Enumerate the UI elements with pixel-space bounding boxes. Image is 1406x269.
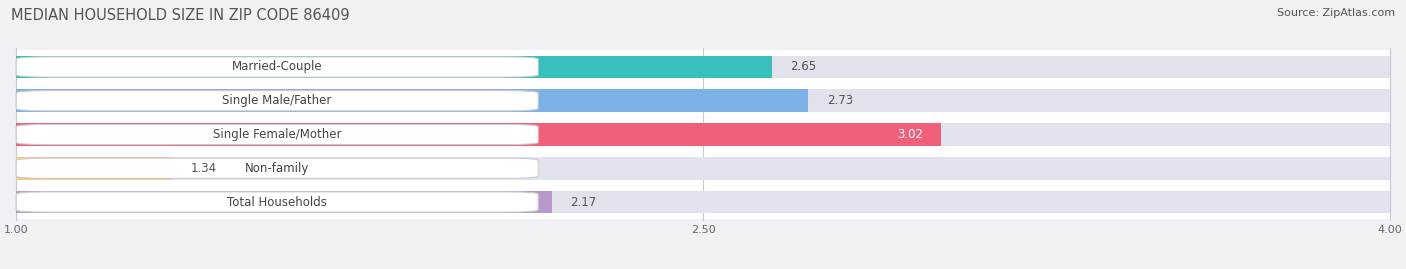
Bar <box>17 55 1389 79</box>
Bar <box>17 123 1389 146</box>
Bar <box>17 151 1389 185</box>
Bar <box>17 157 1389 180</box>
Bar <box>17 55 772 79</box>
Text: Married-Couple: Married-Couple <box>232 61 322 73</box>
Text: 2.65: 2.65 <box>790 61 815 73</box>
Text: Non-family: Non-family <box>245 162 309 175</box>
Bar <box>17 185 1389 219</box>
Bar <box>17 157 172 180</box>
Bar <box>17 89 1389 112</box>
Text: Single Female/Mother: Single Female/Mother <box>212 128 342 141</box>
Bar <box>17 118 1389 151</box>
Text: Total Households: Total Households <box>228 196 328 208</box>
Bar <box>17 50 1389 84</box>
FancyBboxPatch shape <box>17 158 538 178</box>
Text: 2.17: 2.17 <box>571 196 596 208</box>
Bar <box>17 190 1389 214</box>
Bar <box>17 84 1389 118</box>
Text: 1.34: 1.34 <box>190 162 217 175</box>
FancyBboxPatch shape <box>17 192 538 212</box>
Text: 3.02: 3.02 <box>897 128 922 141</box>
Text: MEDIAN HOUSEHOLD SIZE IN ZIP CODE 86409: MEDIAN HOUSEHOLD SIZE IN ZIP CODE 86409 <box>11 8 350 23</box>
Text: Source: ZipAtlas.com: Source: ZipAtlas.com <box>1277 8 1395 18</box>
FancyBboxPatch shape <box>17 124 538 145</box>
Bar <box>17 89 808 112</box>
Text: 2.73: 2.73 <box>827 94 853 107</box>
FancyBboxPatch shape <box>17 91 538 111</box>
Bar <box>17 190 553 214</box>
FancyBboxPatch shape <box>17 57 538 77</box>
Bar <box>17 123 941 146</box>
Text: Single Male/Father: Single Male/Father <box>222 94 332 107</box>
